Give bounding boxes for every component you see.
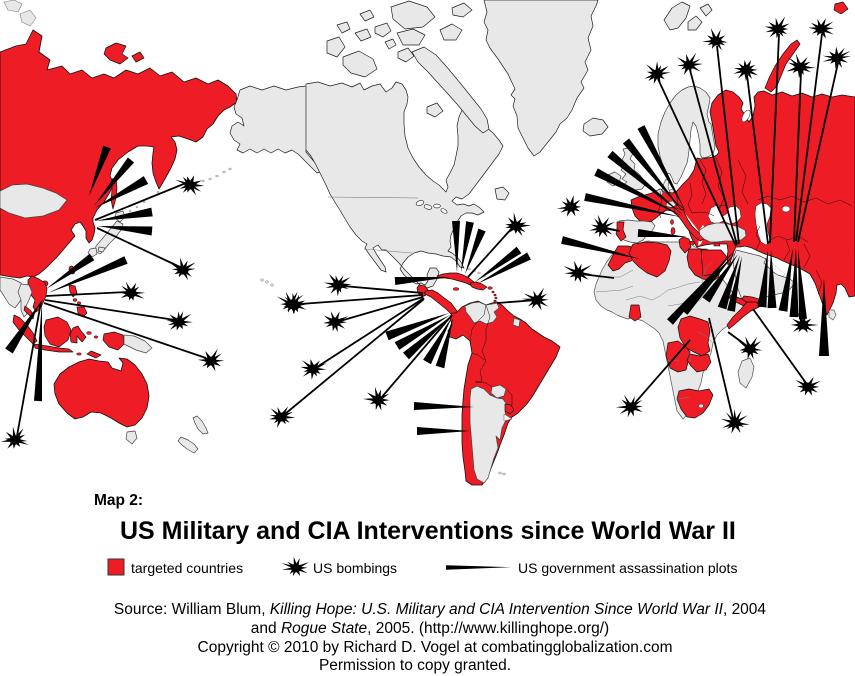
svg-text:US bombings: US bombings <box>313 560 397 576</box>
svg-text:Copyright © 2010 by Richard: Copyright © 2010 by Richard D. Vogel at … <box>198 639 673 656</box>
svg-text:US government assassination pl: US government assassination plots <box>518 560 737 576</box>
svg-text:Map 2:: Map 2: <box>94 492 143 509</box>
svg-text:and Rogue State, 2005. (http:/: and Rogue State, 2005. (http://www.killi… <box>251 620 609 637</box>
svg-text:Source: William Blum, Killing: Source: William Blum, Killing Hope: U.S.… <box>114 601 767 618</box>
svg-text:Permission to copy granted.: Permission to copy granted. <box>319 657 511 674</box>
svg-text:targeted countries: targeted countries <box>131 560 243 576</box>
svg-text:US Military and CIA Interventi: US Military and CIA Interventions since … <box>120 517 736 545</box>
